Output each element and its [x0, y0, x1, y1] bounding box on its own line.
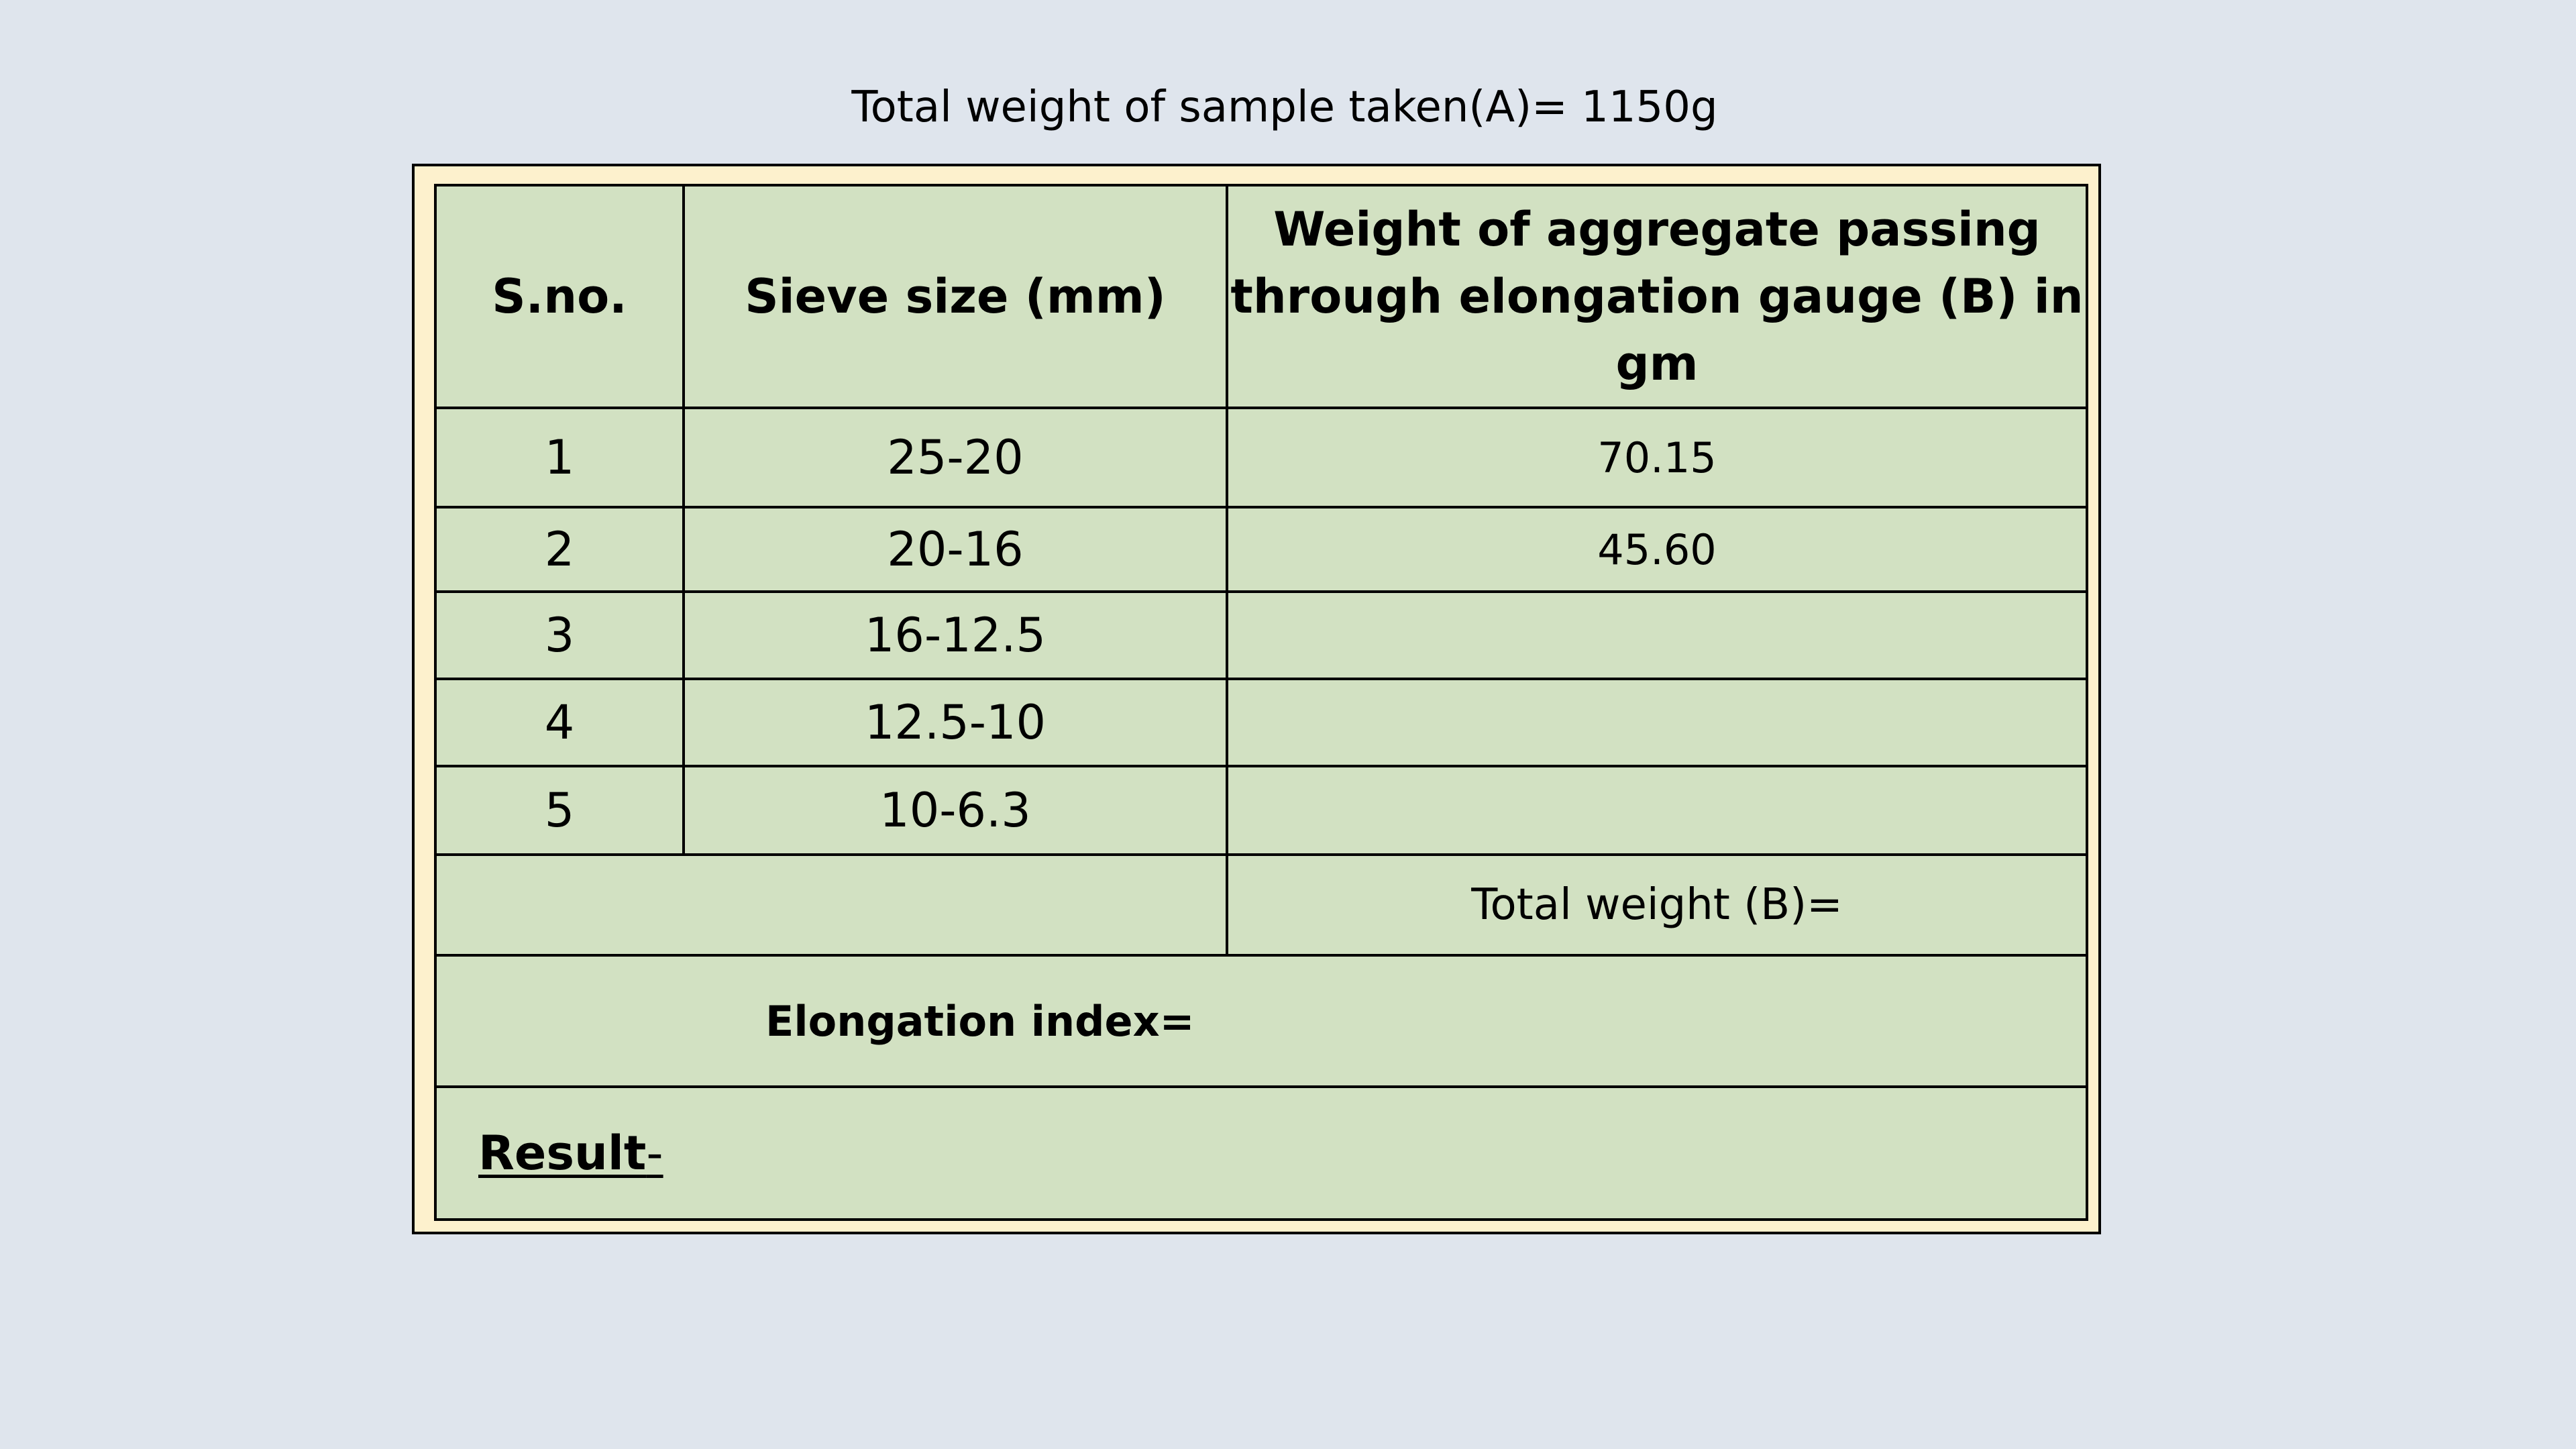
row-sieve-size: 16-12.5 — [682, 590, 1228, 680]
result-cell: Result- — [434, 1085, 2088, 1221]
header-weight-line-1: Weight of aggregate passing — [1273, 202, 2041, 257]
elongation-index-label: Elongation index= — [434, 954, 2088, 1088]
table-row: 4 12.5-10 — [434, 678, 2088, 767]
header-sno: S.no. — [434, 184, 685, 409]
result-label: Result — [478, 1126, 647, 1181]
row-sno: 1 — [434, 407, 685, 508]
header-sieve-size: Sieve size (mm) — [682, 184, 1228, 409]
table-row: 5 10-6.3 — [434, 765, 2088, 856]
total-empty-cell — [434, 853, 1228, 957]
sample-weight-title: Total weight of sample taken(A)= 1150g — [851, 83, 1718, 132]
row-weight — [1226, 678, 2088, 767]
total-row: Total weight (B)= — [434, 853, 2088, 957]
row-sno: 2 — [434, 506, 685, 593]
total-weight-label: Total weight (B)= — [1226, 853, 2088, 957]
row-weight — [1226, 590, 2088, 680]
table-row: 3 16-12.5 — [434, 590, 2088, 680]
row-sno: 4 — [434, 678, 685, 767]
header-weight-line-3: gm — [1615, 336, 1699, 391]
header-weight-line-2: through elongation gauge (B) in — [1230, 269, 2084, 324]
result-dash: - — [646, 1126, 663, 1181]
elongation-row: Elongation index= — [434, 954, 2088, 1088]
sieve-table: S.no. Sieve size (mm) Weight of aggregat… — [434, 184, 2088, 1221]
row-sno: 3 — [434, 590, 685, 680]
header-weight: Weight of aggregate passing through elon… — [1226, 184, 2088, 409]
row-weight — [1226, 765, 2088, 856]
row-sieve-size: 12.5-10 — [682, 678, 1228, 767]
row-sieve-size: 20-16 — [682, 506, 1228, 593]
table-header-row: S.no. Sieve size (mm) Weight of aggregat… — [434, 184, 2088, 409]
row-weight: 70.15 — [1226, 407, 2088, 508]
row-sieve-size: 25-20 — [682, 407, 1228, 508]
table-row: 2 20-16 45.60 — [434, 506, 2088, 593]
table-row: 1 25-20 70.15 — [434, 407, 2088, 508]
result-row: Result- — [434, 1085, 2088, 1221]
row-weight: 45.60 — [1226, 506, 2088, 593]
row-sno: 5 — [434, 765, 685, 856]
row-sieve-size: 10-6.3 — [682, 765, 1228, 856]
